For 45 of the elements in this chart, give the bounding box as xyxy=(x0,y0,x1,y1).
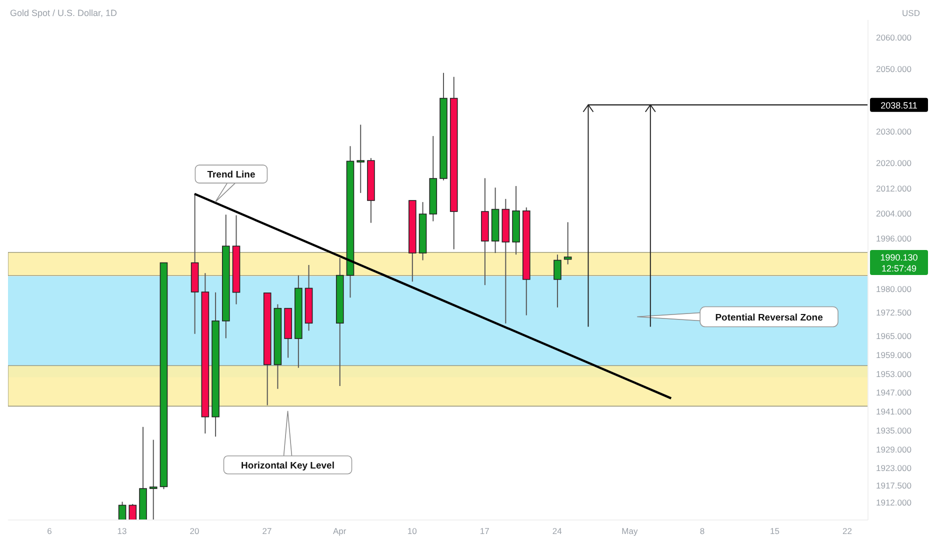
x-tick-label: 17 xyxy=(480,526,490,536)
y-axis-title: USD xyxy=(902,8,920,18)
y-tick-label: 1917.500 xyxy=(876,480,912,490)
x-tick-label: 13 xyxy=(117,526,127,536)
annotation: Horizontal Key Level xyxy=(241,460,334,472)
annotation: Trend Line xyxy=(207,170,256,181)
y-tick-label: 2004.000 xyxy=(876,208,912,218)
y-tick-label: 1980.000 xyxy=(876,284,912,294)
ref-line-label: 2038.511 xyxy=(880,100,918,110)
y-tick-label: 2012.000 xyxy=(876,183,912,194)
candlestick xyxy=(118,501,126,520)
y-tick-label: 1953.000 xyxy=(876,368,912,379)
candlestick xyxy=(554,254,562,308)
y-tick-label: 2020.000 xyxy=(876,158,912,168)
text: 12:57:49 xyxy=(881,264,917,274)
y-tick-label: 1912.000 xyxy=(876,498,912,508)
y-tick-label: 1972.500 xyxy=(876,307,912,318)
x-tick-label: Apr xyxy=(332,526,346,536)
x-tick-label: 6 xyxy=(47,526,52,536)
y-tick-label: 1929.000 xyxy=(876,444,912,454)
y-tick-label: 1996.000 xyxy=(876,234,912,244)
candlestick xyxy=(356,124,365,194)
text: 1990.130 xyxy=(880,252,918,263)
y-tick-label: 1965.000 xyxy=(876,331,912,342)
chart-title: Gold Spot / U.S. Dollar, 1D xyxy=(10,8,118,18)
x-tick-label: 20 xyxy=(190,526,200,536)
y-tick-label: 2030.000 xyxy=(876,126,912,137)
y-tick-label: 1935.000 xyxy=(876,425,912,436)
band-label: Potential Reversal Zone xyxy=(715,312,823,324)
x-tick-label: 22 xyxy=(842,526,852,536)
candlestick xyxy=(128,503,137,520)
x-tick-label: 24 xyxy=(552,526,562,536)
x-tick-label: May xyxy=(622,526,638,536)
y-tick-label: 1959.000 xyxy=(876,350,912,360)
y-tick-label: 2060.000 xyxy=(876,32,912,42)
x-tick-label: 8 xyxy=(700,526,705,536)
y-tick-label: 1923.000 xyxy=(876,463,912,474)
x-tick-label: 27 xyxy=(262,526,272,536)
candlestick xyxy=(149,439,158,520)
x-tick-label: 15 xyxy=(770,526,780,536)
x-tick-label: 10 xyxy=(407,526,418,536)
y-tick-label: 1947.000 xyxy=(876,388,912,398)
y-tick-label: 1941.000 xyxy=(876,406,912,417)
candlestick xyxy=(564,222,572,265)
y-tick-label: 2050.000 xyxy=(876,64,912,74)
